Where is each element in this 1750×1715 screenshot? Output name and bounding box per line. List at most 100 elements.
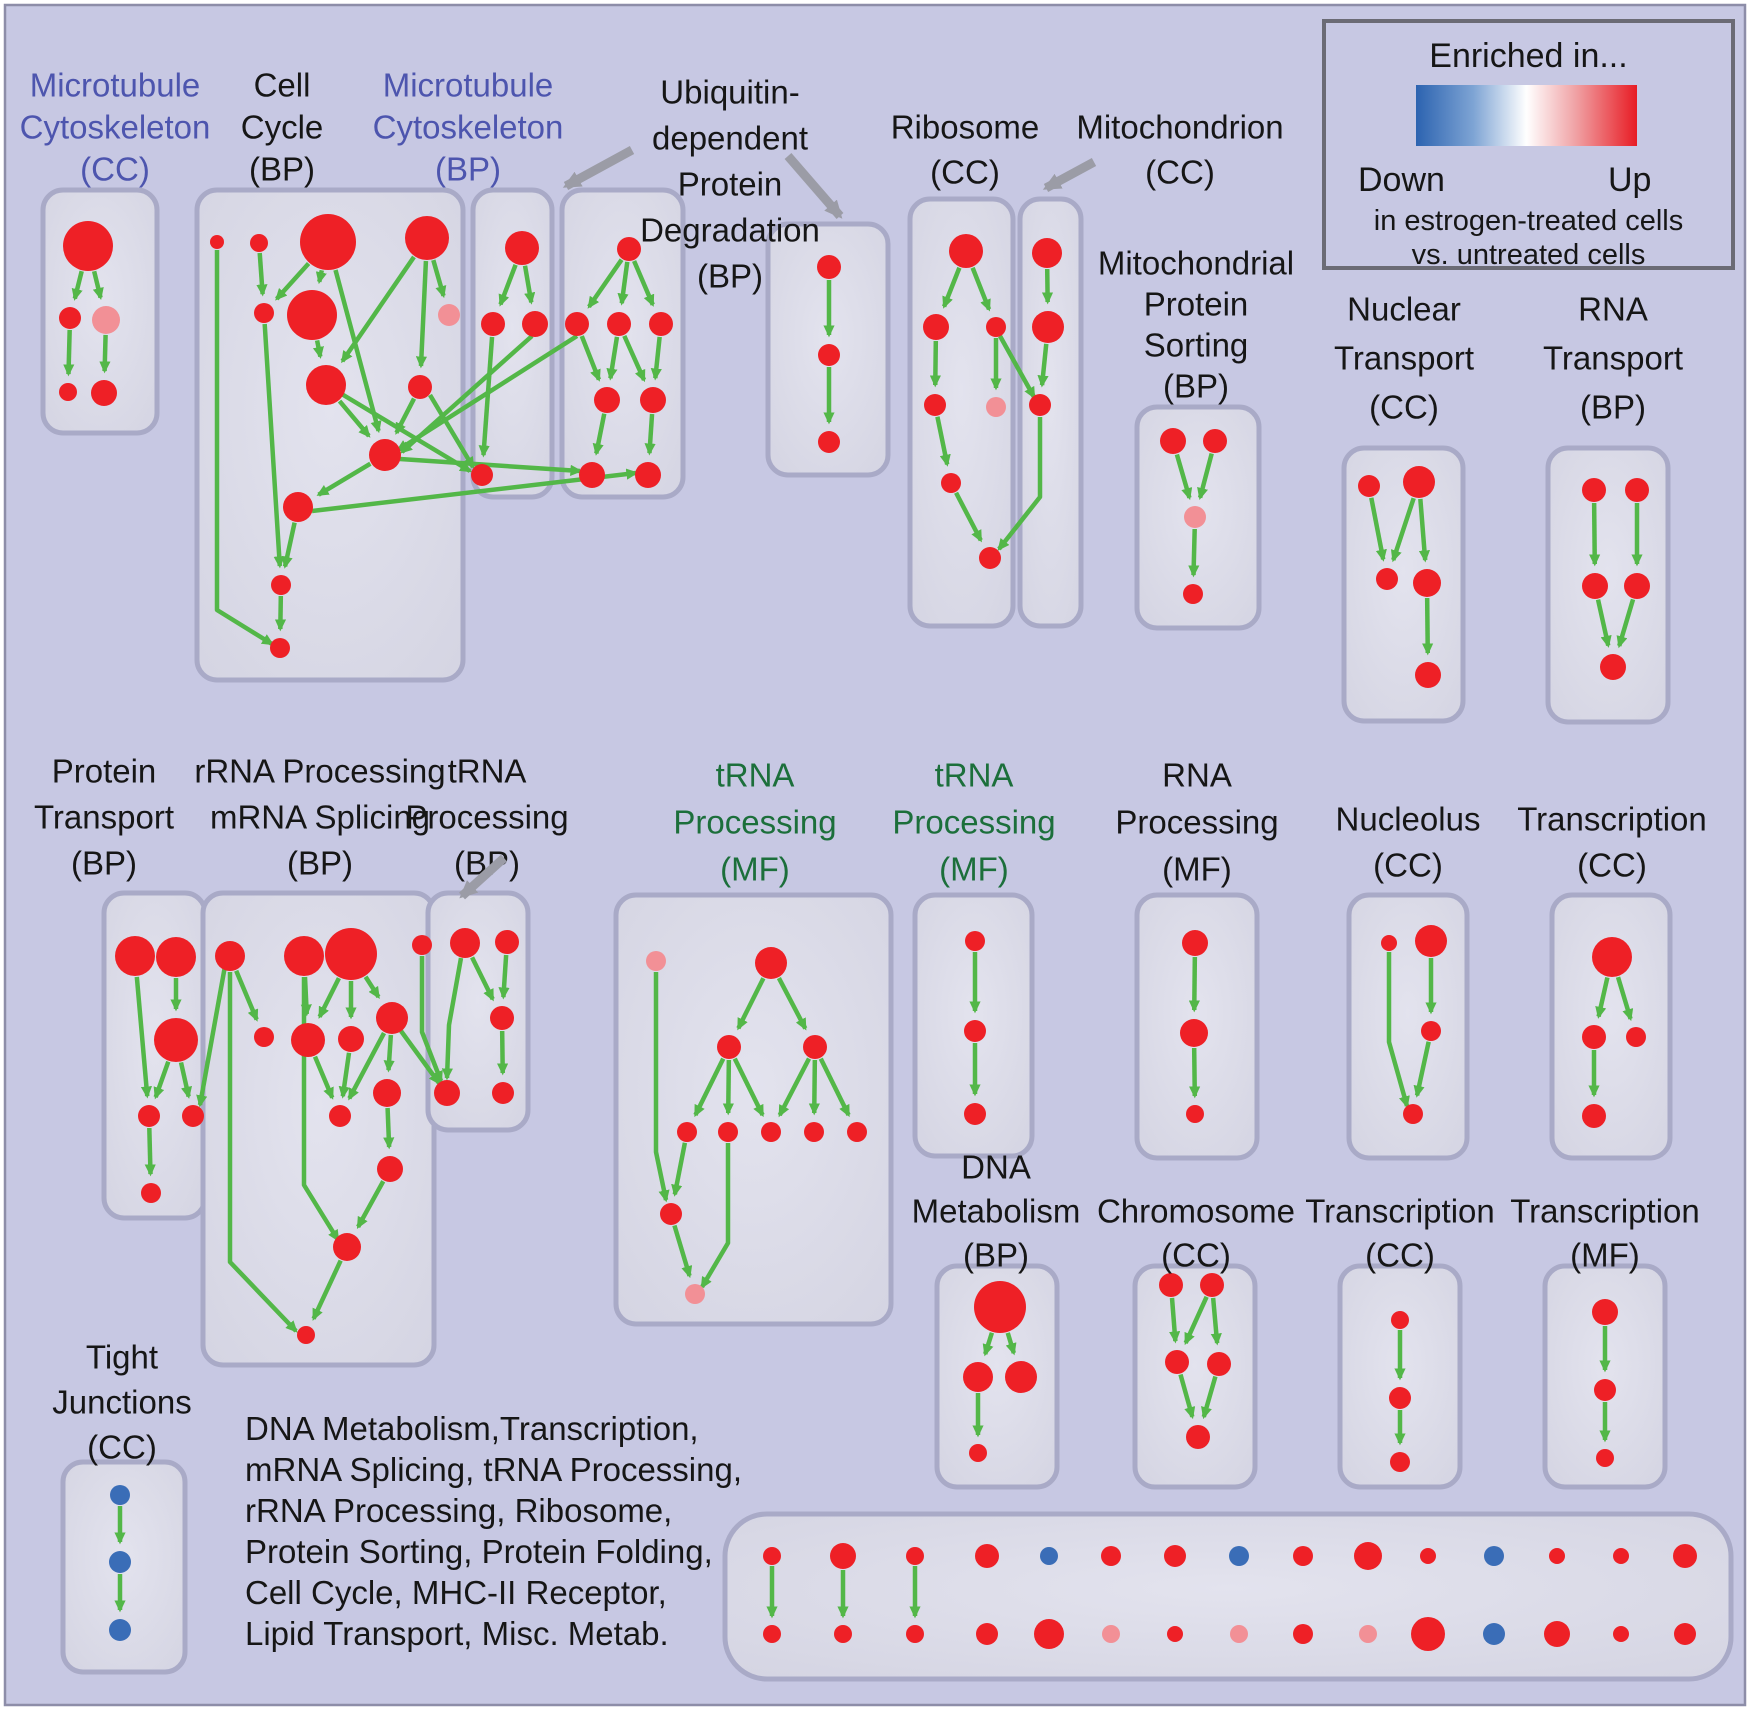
cluster-box-microtubule-bp xyxy=(470,187,555,500)
note-line: Protein Sorting, Protein Folding, xyxy=(245,1533,713,1570)
cluster-label-ribosome-cc: (CC) xyxy=(930,154,1000,191)
gene-node-misc-clusters-17 xyxy=(906,1625,924,1643)
gene-node-trna-processing-mf-large-10 xyxy=(685,1284,705,1304)
gene-node-transcription-cc-mid-3 xyxy=(1582,1104,1606,1128)
edge-mito-to-ribosome xyxy=(997,417,1043,551)
gene-node-ribosome-cc-3 xyxy=(924,394,946,416)
gene-node-rrna-processing-mrna-splicing-bp-0 xyxy=(215,941,245,971)
edge-ribosome-cc xyxy=(970,266,992,312)
gene-node-trna-processing-mf-large-9 xyxy=(660,1203,682,1225)
edge-microtubule-cc xyxy=(71,270,84,301)
edge-rrna-processing-mrna-splicing-bp xyxy=(338,1052,352,1099)
gene-node-microtubule-bp-2 xyxy=(522,311,548,337)
cluster-label-microtubule-cc: Cytoskeleton xyxy=(20,109,211,146)
edge-rrna7-to-trnabp xyxy=(399,1029,441,1085)
gene-node-misc-clusters-7 xyxy=(1229,1546,1249,1566)
gene-node-mitochondrial-protein-sorting-bp-1 xyxy=(1203,429,1227,453)
gene-node-protein-transport-bp-1 xyxy=(156,937,196,977)
edge-cell-cycle-bp xyxy=(275,262,311,301)
gene-node-tight-junctions-cc-2 xyxy=(109,1619,131,1641)
gene-node-chromosome-cc-4 xyxy=(1186,1425,1210,1449)
gene-node-rrna-processing-mrna-splicing-bp-7 xyxy=(376,1002,408,1034)
cluster-label-microtubule-bp: Microtubule xyxy=(383,67,554,104)
edge-rrna-processing-mrna-splicing-bp xyxy=(312,1055,335,1100)
edge-dna-metabolism-bp xyxy=(982,1332,995,1357)
gene-node-trna-processing-mf-large-4 xyxy=(677,1122,697,1142)
cluster-label-trna-processing-mf-large: tRNA xyxy=(716,757,795,794)
edge-chromosome-cc xyxy=(1169,1297,1181,1344)
edge-nuclear-transport-cc xyxy=(1422,597,1434,656)
gene-node-chromosome-cc-1 xyxy=(1200,1273,1224,1297)
gene-node-microtubule-cc-0 xyxy=(63,221,113,271)
gene-node-ubiquitin-chain-2 xyxy=(818,431,840,453)
gene-node-misc-clusters-4 xyxy=(1040,1547,1058,1565)
cluster-label-microtubule-bp: (BP) xyxy=(435,151,501,188)
cluster-label-ubiquitin-degradation-bp: (BP) xyxy=(697,258,763,295)
edge-chromosome-cc xyxy=(1201,1375,1218,1420)
gene-node-mitochondrial-protein-sorting-bp-0 xyxy=(1160,428,1186,454)
edge-trna-processing-mf-large xyxy=(736,977,766,1031)
gene-node-microtubule-cc-1 xyxy=(59,307,81,329)
gene-node-misc-clusters-2 xyxy=(906,1547,924,1565)
gene-node-misc-clusters-20 xyxy=(1102,1625,1120,1643)
cluster-label-microtubule-cc: Microtubule xyxy=(30,67,201,104)
gene-node-trna-processing-mf-small-2 xyxy=(964,1103,986,1125)
gene-node-trna-processing-mf-large-6 xyxy=(761,1122,781,1142)
cluster-label-chromosome-cc: (CC) xyxy=(1161,1237,1231,1274)
edge-rna-transport-bp xyxy=(1616,598,1636,649)
gene-node-misc-clusters-1 xyxy=(830,1543,856,1569)
cluster-label-rrna-processing-mrna-splicing-bp: (BP) xyxy=(287,845,353,882)
gene-node-trna-processing-mf-small-0 xyxy=(965,931,985,951)
gene-node-misc-clusters-15 xyxy=(763,1625,781,1643)
gene-node-rrna-processing-mrna-splicing-bp-1 xyxy=(284,936,324,976)
gene-node-microtubule-bp-0 xyxy=(505,231,539,265)
gene-node-microtubule-cc-2 xyxy=(92,306,120,334)
edge-ubiquitin-degradation-bp xyxy=(606,336,620,381)
edge-cellcycle-to-mtbp-1 xyxy=(428,393,475,470)
edge-trna-processing-mf-large xyxy=(777,1057,812,1118)
cluster-label-dna-metabolism-bp: Metabolism xyxy=(912,1193,1081,1230)
edge-trnabp-curve xyxy=(441,957,464,1081)
gene-node-cell-cycle-bp-2 xyxy=(300,214,356,270)
edge-mtbp-to-cellcycle xyxy=(400,334,534,454)
gene-node-rrna-processing-mrna-splicing-bp-4 xyxy=(254,1027,274,1047)
edge-trna-processing-mf-large xyxy=(808,1059,820,1116)
edge-ubiquitin-degradation-bp xyxy=(632,260,655,307)
gene-node-dna-metabolism-bp-1 xyxy=(963,1362,993,1392)
gene-node-ubiquitin-degradation-bp-7 xyxy=(635,462,661,488)
edge-trna-processing-bp xyxy=(498,954,510,1000)
edge-ubiquitin-degradation-bp xyxy=(622,334,647,383)
edge-ubiquitin-degradation-bp xyxy=(592,413,607,456)
gene-node-rna-processing-mf-0 xyxy=(1182,930,1208,956)
cluster-label-tight-junctions-cc: (CC) xyxy=(87,1429,157,1466)
gene-node-ubiquitin-degradation-bp-6 xyxy=(579,462,605,488)
gene-node-misc-clusters-5 xyxy=(1101,1546,1121,1566)
edge-dna-metabolism-bp xyxy=(1005,1332,1017,1356)
edge-cellcycle-to-mtbp-2 xyxy=(338,391,473,473)
gene-node-ubiquitin-degradation-bp-2 xyxy=(607,312,631,336)
edge-microtubule-cc xyxy=(91,270,104,300)
edge-ubiquitin-degradation-bp xyxy=(644,413,656,456)
cluster-label-mitochondrial-protein-sorting-bp: Mitochondrial xyxy=(1098,245,1294,282)
gene-node-rna-transport-bp-2 xyxy=(1582,573,1608,599)
edge-cell-cycle-bp xyxy=(337,399,371,438)
gene-node-cell-cycle-bp-5 xyxy=(287,290,337,340)
cluster-box-rrna-processing-mrna-splicing-bp xyxy=(200,890,437,1368)
gene-node-ubiquitin-degradation-bp-0 xyxy=(617,237,641,261)
gene-node-transcription-cc-bottom-0 xyxy=(1391,1311,1409,1329)
edge-trna-processing-mf-large xyxy=(776,977,808,1031)
edge-cell-cycle-bp xyxy=(256,252,268,297)
edge-nucleolus-cc xyxy=(1413,1041,1431,1098)
gene-node-cell-cycle-bp-8 xyxy=(408,375,432,399)
gene-node-tight-junctions-cc-0 xyxy=(110,1485,130,1505)
cluster-label-nucleolus-cc: (CC) xyxy=(1373,847,1443,884)
gene-node-misc-clusters-22 xyxy=(1230,1625,1248,1643)
edge-rrna-processing-mrna-splicing-bp xyxy=(234,969,259,1022)
gene-node-transcription-cc-mid-2 xyxy=(1626,1027,1646,1047)
gene-node-ribosome-cc-5 xyxy=(941,473,961,493)
cluster-label-microtubule-bp: Cytoskeleton xyxy=(373,109,564,146)
gene-node-protein-transport-bp-5 xyxy=(141,1183,161,1203)
gene-node-misc-clusters-0 xyxy=(763,1547,781,1565)
edge-rrna-processing-mrna-splicing-bp xyxy=(383,1107,395,1150)
gene-node-misc-clusters-6 xyxy=(1164,1545,1186,1567)
